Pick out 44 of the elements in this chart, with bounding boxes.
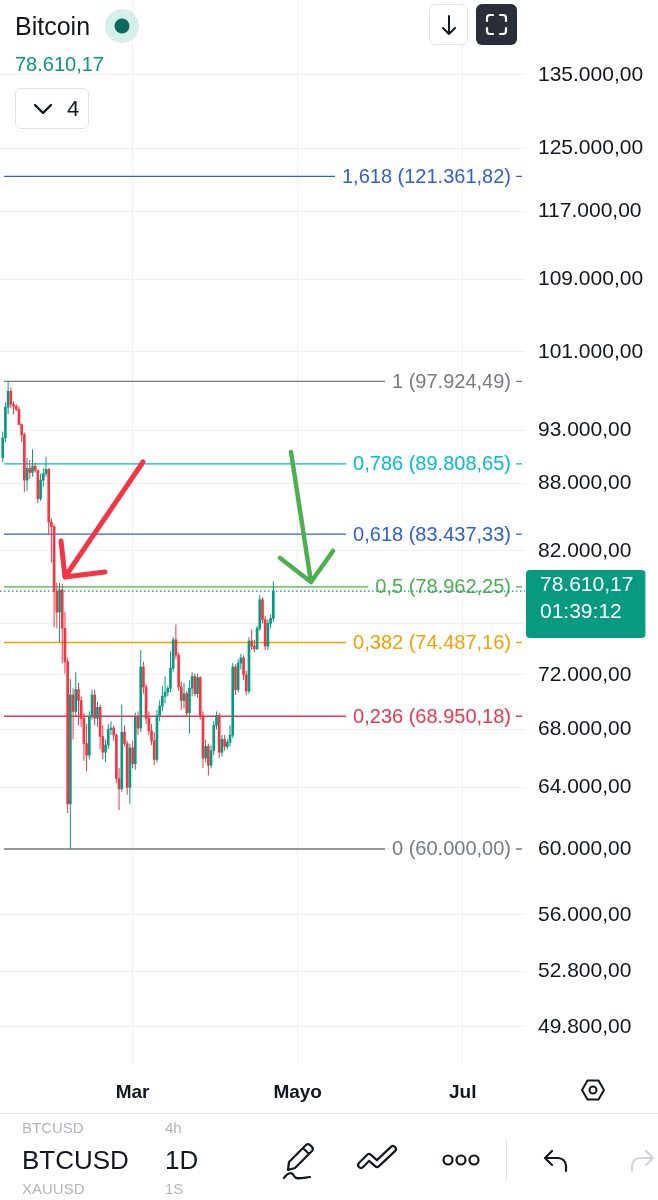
candlestick <box>93 689 97 726</box>
ref-line-label: 1 (97.924,49) <box>392 369 511 392</box>
text: Bitcoin <box>15 11 91 42</box>
text: 1D <box>165 1145 199 1175</box>
x-tick-label: Mar <box>115 1080 151 1102</box>
ref-line-label: 0,236 (68.950,18) <box>353 704 511 727</box>
y-tick-label: 93.000,00 <box>538 417 632 441</box>
text: BTCUSD <box>22 1119 84 1136</box>
candlestick <box>131 740 134 769</box>
ref-line-label: 0,786 (89.808,65) <box>353 452 511 475</box>
y-tick-label: 60.000,00 <box>538 835 632 859</box>
x-tick-label: Jul <box>449 1080 477 1102</box>
y-tick-label: 64.000,00 <box>538 774 632 798</box>
collapse-button: 4 <box>15 88 89 129</box>
candlestick <box>250 629 254 651</box>
y-tick-label: 72.000,00 <box>538 661 632 685</box>
candlestick <box>96 701 99 728</box>
y-tick-label: 135.000,00 <box>538 61 644 85</box>
candlestick <box>204 738 207 763</box>
y-tick-label: 117.000,00 <box>538 198 642 222</box>
annotation: 4 <box>67 96 80 122</box>
text: 1S <box>165 1180 184 1197</box>
y-tick-label: 68.000,00 <box>538 716 632 740</box>
ref-line-label: 1,618 (121.361,82) <box>341 164 511 187</box>
ref-line-label: 0,618 (83.437,33) <box>353 522 511 545</box>
y-tick-label: 52.800,00 <box>538 957 632 981</box>
y-tick-label: 88.000,00 <box>538 470 632 494</box>
ref-line-label: 0,382 (74.487,16) <box>353 631 511 654</box>
ref-line-label: 78.610,17 01:39:12 <box>540 571 634 622</box>
text: 78.610,17 <box>15 52 104 76</box>
x-tick-label: Mayo <box>273 1080 322 1102</box>
candlestick <box>207 743 210 776</box>
y-tick-label: 109.000,00 <box>538 265 644 289</box>
ref-line-label: 0 (60.000,00) <box>392 837 511 860</box>
y-tick-label: 101.000,00 <box>538 338 644 362</box>
y-tick-label: 56.000,00 <box>538 901 632 925</box>
y-tick-label: 49.800,00 <box>538 1013 632 1037</box>
y-tick-label: 125.000,00 <box>538 135 644 159</box>
y-tick-label: 82.000,00 <box>538 537 632 561</box>
text: BTCUSD <box>22 1145 129 1175</box>
candlestick <box>234 663 237 696</box>
text: 4h <box>165 1119 182 1136</box>
ref-line-label: 0,5 (78.962,25) <box>375 575 511 598</box>
text: XAUUSD <box>22 1180 85 1197</box>
